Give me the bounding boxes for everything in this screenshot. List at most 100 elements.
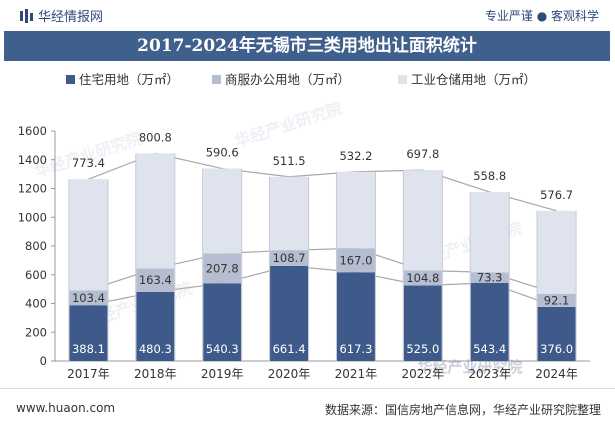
bar-edge bbox=[241, 168, 243, 361]
data-label: 73.3 bbox=[477, 271, 503, 285]
legend-label: 住宅用地（万㎡） bbox=[79, 72, 179, 87]
watermark-text: 华经产业研究院 bbox=[232, 98, 344, 151]
bar-segment bbox=[136, 291, 175, 361]
bar-segment bbox=[537, 210, 576, 294]
data-label: 104.8 bbox=[406, 271, 439, 285]
data-label: 103.4 bbox=[72, 291, 105, 305]
data-label: 163.4 bbox=[139, 273, 172, 287]
data-label: 92.1 bbox=[544, 293, 570, 307]
bar-edge bbox=[107, 179, 109, 361]
bar-edge bbox=[335, 171, 337, 361]
legend-label: 商服办公用地（万㎡） bbox=[225, 72, 350, 87]
data-label: 773.4 bbox=[72, 156, 105, 170]
x-tick-label: 2019年 bbox=[201, 367, 244, 381]
bar-segment bbox=[336, 171, 375, 249]
data-label: 576.7 bbox=[540, 188, 573, 202]
bar-edge bbox=[536, 210, 538, 361]
y-tick-label: 400 bbox=[25, 297, 47, 311]
bar-segment bbox=[470, 272, 509, 283]
data-label: 697.8 bbox=[406, 147, 439, 161]
bar-edge bbox=[402, 170, 404, 361]
data-label: 617.3 bbox=[339, 342, 372, 356]
x-tick-label: 2017年 bbox=[67, 367, 110, 381]
data-label: 376.0 bbox=[540, 342, 573, 356]
bar-segment bbox=[537, 293, 576, 307]
bar-segment bbox=[69, 290, 108, 306]
brand-logo-icon bbox=[20, 9, 33, 23]
bar-segment bbox=[203, 283, 242, 361]
brand[interactable]: 华经情报网 bbox=[20, 6, 103, 25]
chart-title: 2017-2024年无锡市三类用地出让面积统计 bbox=[4, 31, 610, 61]
data-label: 480.3 bbox=[139, 342, 172, 356]
bar-segment bbox=[336, 272, 375, 361]
bar-edge bbox=[469, 192, 471, 361]
legend-label: 工业仓储用地（万㎡） bbox=[411, 72, 536, 87]
bar-segment bbox=[270, 265, 309, 361]
bar-segment bbox=[403, 285, 442, 361]
y-tick-label: 800 bbox=[25, 239, 47, 253]
bar-segment bbox=[136, 153, 175, 269]
y-tick-label: 1000 bbox=[18, 210, 47, 224]
bar-edge bbox=[508, 192, 510, 361]
legend-swatch bbox=[398, 75, 407, 84]
bar-segment bbox=[136, 268, 175, 292]
y-tick-label: 1600 bbox=[18, 124, 47, 138]
bar-segment bbox=[470, 192, 509, 273]
data-label: 207.8 bbox=[206, 261, 239, 275]
data-label: 543.4 bbox=[473, 342, 506, 356]
bar-edge bbox=[135, 153, 137, 361]
footer: www.huaon.com 数据来源：国信房地产信息网，华经产业研究院整理 bbox=[0, 388, 615, 427]
bar-segment bbox=[470, 282, 509, 361]
x-tick-label: 2024年 bbox=[535, 367, 578, 381]
y-tick-label: 1200 bbox=[18, 182, 47, 196]
data-label: 661.4 bbox=[273, 342, 306, 356]
x-tick-label: 2020年 bbox=[268, 367, 311, 381]
y-tick-label: 0 bbox=[40, 354, 47, 368]
footer-divider bbox=[0, 388, 615, 389]
x-tick-label: 2022年 bbox=[402, 367, 445, 381]
bar-edge bbox=[374, 171, 376, 361]
x-tick-label: 2018年 bbox=[134, 367, 177, 381]
bar-segment bbox=[403, 170, 442, 271]
slogan: 专业严谨 ● 客观科学 bbox=[484, 9, 599, 23]
bar-segment bbox=[403, 270, 442, 286]
y-tick-label: 1400 bbox=[18, 153, 47, 167]
data-label: 558.8 bbox=[473, 169, 506, 183]
website-link[interactable]: www.huaon.com bbox=[16, 401, 116, 415]
bar-segment bbox=[69, 179, 108, 291]
data-label: 800.8 bbox=[139, 130, 172, 144]
bar-segment bbox=[203, 253, 242, 284]
bar-segment bbox=[537, 306, 576, 361]
data-label: 388.1 bbox=[72, 342, 105, 356]
bar-segment bbox=[270, 176, 309, 251]
legend-swatch bbox=[66, 75, 75, 84]
data-label: 532.2 bbox=[339, 149, 372, 163]
data-label: 108.7 bbox=[273, 251, 306, 265]
bar-edge bbox=[174, 153, 176, 361]
brand-name: 华经情报网 bbox=[38, 10, 104, 25]
x-tick-label: 2021年 bbox=[335, 367, 378, 381]
bar-edge bbox=[202, 168, 204, 361]
bar-segment bbox=[270, 250, 309, 266]
watermark-text: 华经产业研究院 bbox=[417, 358, 522, 376]
bar-edge bbox=[575, 210, 577, 361]
data-label: 511.5 bbox=[273, 154, 306, 168]
data-label: 540.3 bbox=[206, 342, 239, 356]
data-label: 167.0 bbox=[339, 253, 372, 267]
bar-segment bbox=[69, 305, 108, 361]
bar-edge bbox=[68, 179, 70, 361]
y-tick-label: 200 bbox=[25, 325, 47, 339]
y-tick-label: 600 bbox=[25, 268, 47, 282]
top-bar: 华经情报网 专业严谨 ● 客观科学 bbox=[0, 0, 615, 30]
legend-swatch bbox=[212, 75, 221, 84]
bar-edge bbox=[269, 176, 271, 361]
bar-segment bbox=[336, 248, 375, 273]
data-source: 数据来源：国信房地产信息网，华经产业研究院整理 bbox=[324, 403, 601, 417]
bar-edge bbox=[441, 170, 443, 361]
watermark-text: 华经产业研究院 bbox=[32, 128, 144, 181]
x-tick-label: 2023年 bbox=[468, 367, 511, 381]
bar-edge bbox=[308, 176, 310, 361]
bar-segment bbox=[203, 168, 242, 254]
